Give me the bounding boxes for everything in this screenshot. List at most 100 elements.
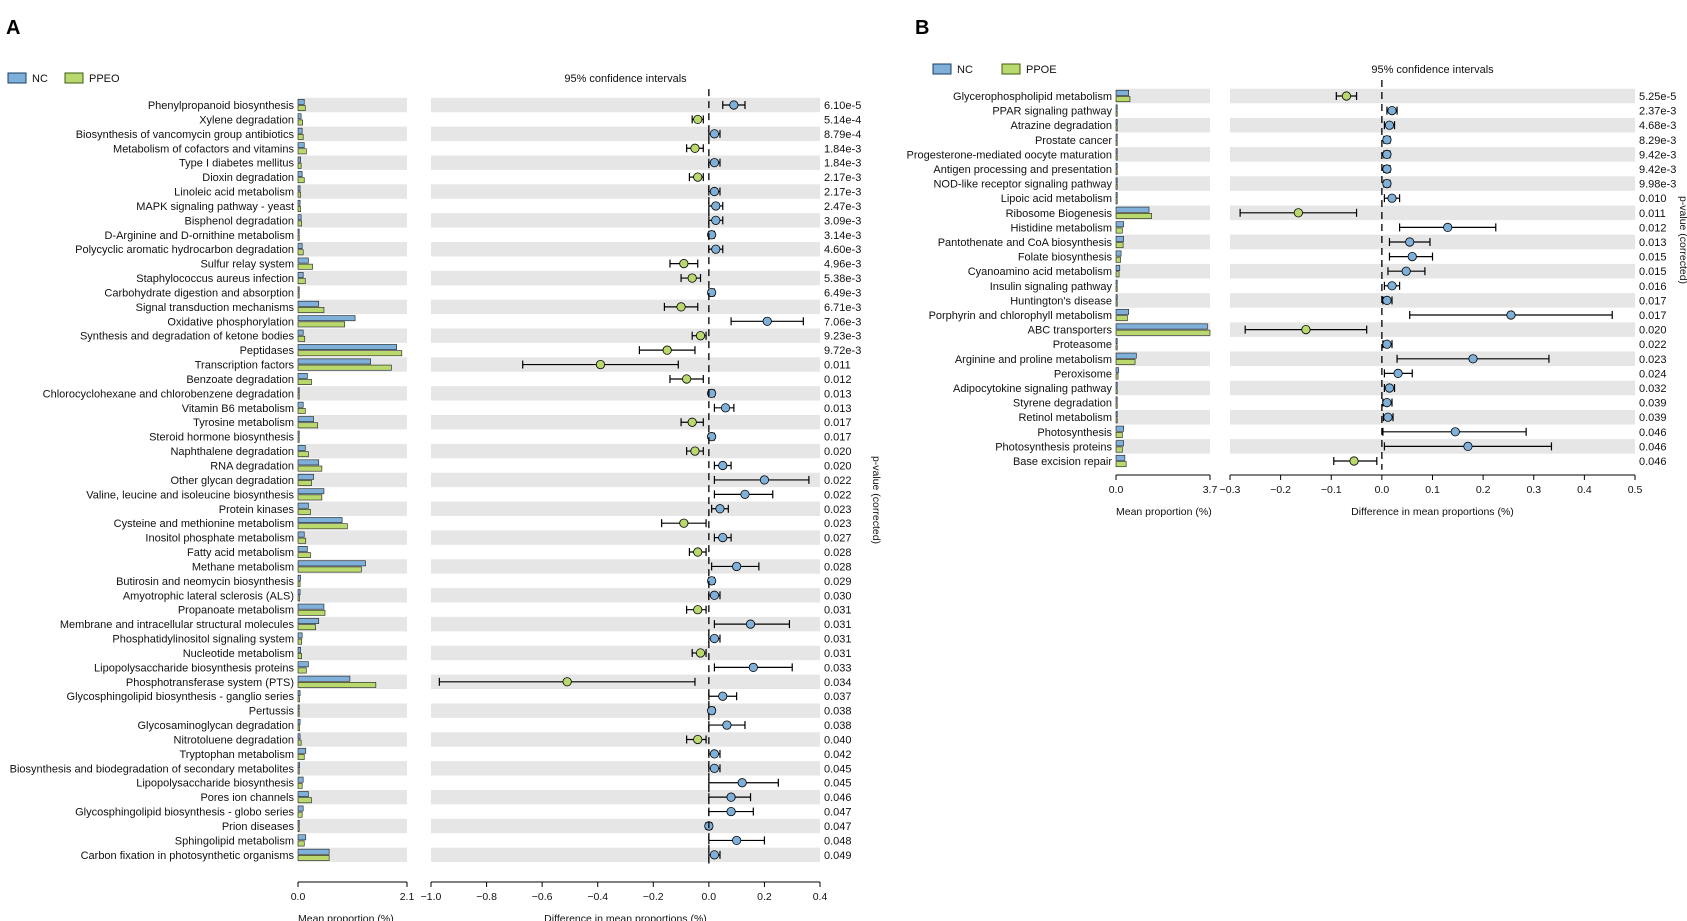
- p-value: 8.29e-3: [1639, 135, 1676, 147]
- p-value: 0.023: [1639, 354, 1667, 366]
- nc-bar: [297, 675, 351, 682]
- category-label: Other glycan degradation: [170, 475, 294, 487]
- p-value: 0.011: [824, 360, 851, 372]
- prop-axis-title: Mean proportion (%): [1116, 506, 1212, 518]
- nc-bar: [297, 272, 304, 278]
- pvalue-axis-title: p-value (corrected): [870, 456, 882, 544]
- diff-row-band: [431, 97, 820, 113]
- diff-point: [1387, 106, 1397, 116]
- diff-point: [1382, 179, 1392, 189]
- prop-row-band: [1116, 409, 1210, 425]
- diff-row-band: [1230, 293, 1635, 308]
- nc-bar: [1115, 367, 1119, 374]
- category-label: Phosphatidylinositol signaling system: [112, 634, 294, 646]
- diff-tick-label: 0.4: [813, 891, 828, 903]
- p-value: 0.022: [824, 489, 852, 501]
- category-label: Prostate cancer: [1035, 135, 1112, 147]
- category-label: Lipopolysaccharide biosynthesis proteins: [94, 662, 294, 674]
- p-value: 0.046: [1639, 427, 1667, 439]
- category-label: Photosynthesis proteins: [995, 441, 1112, 453]
- diff-row-band: [1230, 409, 1635, 425]
- diff-point: [693, 734, 703, 745]
- diff-point: [732, 835, 742, 846]
- p-value: 0.031: [824, 634, 852, 646]
- p-value: 0.046: [824, 792, 852, 804]
- legend-nc-swatch: [7, 72, 27, 84]
- category-label: Biosynthesis and biodegradation of secon…: [10, 763, 295, 775]
- treatment-bar: [297, 148, 307, 155]
- nc-bar: [297, 257, 309, 264]
- diff-row-band: [431, 645, 820, 661]
- category-label: Photosynthesis: [1037, 427, 1112, 439]
- p-value: 0.038: [824, 706, 852, 718]
- nc-bar: [297, 502, 309, 509]
- prop-row-band: [298, 443, 407, 459]
- nc-bar: [297, 344, 397, 350]
- nc-bar: [297, 820, 300, 826]
- diff-row-band: [1230, 322, 1635, 337]
- category-label: Glycosphingolipid biosynthesis - ganglio…: [67, 691, 295, 703]
- diff-point: [759, 475, 770, 485]
- treatment-bar: [297, 638, 302, 645]
- category-label: Staphylococcus aureus infection: [136, 273, 294, 285]
- treatment-bar: [1115, 169, 1118, 176]
- diff-row-band: [431, 213, 820, 228]
- diff-point: [1405, 237, 1415, 247]
- treatment-bar: [297, 263, 313, 270]
- nc-bar: [297, 171, 303, 177]
- nc-bar: [1115, 119, 1118, 126]
- p-value: 2.17e-3: [824, 187, 861, 199]
- category-label: Linoleic acid metabolism: [174, 187, 294, 199]
- p-value: 0.034: [824, 677, 852, 689]
- diff-point: [1387, 281, 1397, 291]
- diff-row-band: [1230, 234, 1635, 250]
- prop-row-band: [298, 789, 407, 805]
- diff-point: [722, 720, 732, 730]
- treatment-bar: [297, 537, 307, 544]
- nc-bar: [1115, 411, 1118, 418]
- prop-row-band: [298, 386, 407, 401]
- prop-row-band: [1116, 117, 1210, 133]
- prop-row-band: [298, 501, 407, 516]
- prop-row-band: [1116, 380, 1210, 396]
- p-value: 0.013: [824, 403, 852, 415]
- category-label: Signal transduction mechanisms: [136, 302, 295, 314]
- diff-tick-label: −0.1: [1321, 484, 1342, 496]
- prop-row-band: [298, 645, 407, 661]
- diff-point: [707, 706, 717, 716]
- diff-row-band: [431, 472, 820, 488]
- category-label: Atrazine degradation: [1010, 120, 1112, 132]
- p-value: 0.048: [824, 835, 852, 847]
- category-label: Valine, leucine and isoleucine biosynthe…: [86, 489, 294, 501]
- diff-point: [720, 403, 731, 413]
- nc-bar: [297, 776, 304, 783]
- category-label: Porphyrin and chlorophyll metabolism: [929, 310, 1112, 322]
- treatment-bar: [297, 624, 316, 631]
- p-value: 5.14e-4: [824, 114, 861, 126]
- nc-bar: [297, 329, 304, 336]
- diff-point: [709, 749, 720, 759]
- prop-row-band: [298, 761, 407, 776]
- category-label: Lipoic acid metabolism: [1001, 193, 1112, 205]
- category-label: Tyrosine metabolism: [193, 417, 294, 429]
- p-value: 0.017: [824, 417, 852, 429]
- pvalue-axis-title: p-value (corrected): [1677, 196, 1687, 284]
- category-label: Lipopolysaccharide biosynthesis: [136, 778, 294, 790]
- nc-bar: [297, 488, 325, 495]
- treatment-bar: [1115, 388, 1118, 395]
- nc-bar: [297, 300, 320, 307]
- treatment-bar: [297, 206, 301, 212]
- prop-row-band: [298, 184, 407, 199]
- panel-a: NC PPEO 95% confidence intervals Phenylprop…: [7, 72, 882, 921]
- prop-row-band: [298, 299, 407, 315]
- category-label: Tryptophan metabolism: [179, 749, 294, 761]
- diff-tick-label: −0.8: [476, 891, 497, 903]
- diff-tick-label: −0.4: [587, 891, 608, 903]
- p-value: 0.037: [824, 691, 852, 703]
- nc-bar: [1115, 294, 1118, 301]
- diff-row-band: [1230, 205, 1635, 221]
- diff-point: [682, 374, 692, 384]
- category-label: Dioxin degradation: [202, 172, 294, 184]
- diff-point: [1463, 441, 1473, 451]
- prop-row-band: [1116, 147, 1210, 162]
